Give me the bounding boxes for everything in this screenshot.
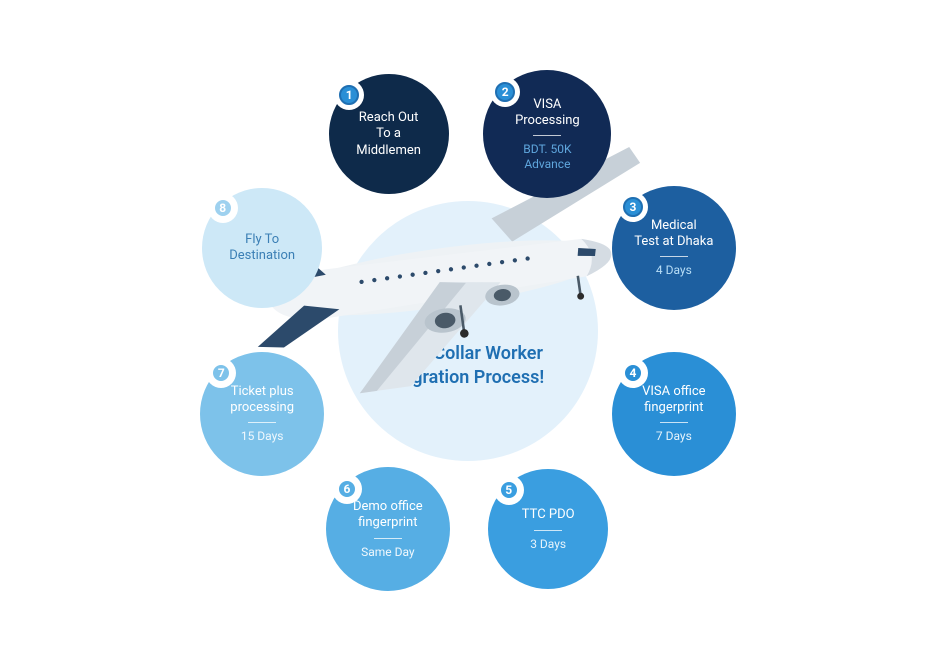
step-6-badge-number: 6 — [337, 479, 357, 499]
step-1-badge: 1 — [336, 82, 362, 108]
center-circle: Blue Collar Worker Migration Process! — [338, 201, 598, 461]
step-3-divider — [660, 256, 688, 257]
step-8-badge: 8 — [210, 195, 236, 221]
step-7-badge-number: 7 — [211, 363, 231, 383]
step-6-divider — [374, 538, 402, 539]
step-4-label: VISA officefingerprint — [642, 384, 705, 417]
step-4: VISA officefingerprint 7 Days 4 — [612, 352, 736, 476]
step-7-label: Ticket plusprocessing — [230, 384, 294, 417]
step-1: Reach OutTo aMiddlemen 1 — [329, 74, 449, 194]
step-5-divider — [534, 530, 562, 531]
step-4-divider — [660, 422, 688, 423]
step-1-label: Reach OutTo aMiddlemen — [356, 110, 421, 159]
step-8-badge-number: 8 — [213, 198, 233, 218]
step-2-sub: BDT. 50KAdvance — [523, 142, 571, 172]
step-7: Ticket plusprocessing 15 Days 7 — [200, 352, 324, 476]
step-7-sub: 15 Days — [241, 429, 284, 444]
step-7-divider — [248, 422, 276, 423]
step-3-badge-number: 3 — [623, 197, 643, 217]
step-2-badge-number: 2 — [495, 82, 515, 102]
step-3-sub: 4 Days — [656, 263, 692, 278]
step-8: Fly ToDestination 8 — [202, 188, 322, 308]
step-5: TTC PDO 3 Days 5 — [488, 469, 608, 589]
step-6-sub: Same Day — [361, 545, 415, 560]
step-2-label: VISAProcessing — [515, 97, 580, 130]
step-3-label: MedicalTest at Dhaka — [634, 218, 713, 251]
step-6-label: Demo officefingerprint — [353, 499, 423, 532]
step-3-badge: 3 — [620, 194, 646, 220]
step-5-sub: 3 Days — [530, 537, 566, 552]
step-2: VISAProcessing BDT. 50KAdvance 2 — [483, 70, 611, 198]
step-5-badge: 5 — [496, 477, 522, 503]
step-8-label: Fly ToDestination — [229, 232, 295, 265]
step-5-badge-number: 5 — [499, 480, 519, 500]
step-7-badge: 7 — [208, 360, 234, 386]
step-4-badge-number: 4 — [623, 363, 643, 383]
step-1-badge-number: 1 — [339, 85, 359, 105]
step-4-badge: 4 — [620, 360, 646, 386]
step-5-label: TTC PDO — [522, 507, 575, 523]
step-3: MedicalTest at Dhaka 4 Days 3 — [612, 186, 736, 310]
center-title: Blue Collar Worker Migration Process! — [392, 272, 544, 391]
center-title-line2: Migration Process! — [392, 367, 544, 388]
step-4-sub: 7 Days — [656, 429, 692, 444]
step-6-badge: 6 — [334, 476, 360, 502]
step-2-divider — [533, 135, 561, 136]
center-title-line1: Blue Collar Worker — [393, 343, 543, 364]
step-6: Demo officefingerprint Same Day 6 — [326, 467, 450, 591]
infographic-stage: Blue Collar Worker Migration Process! — [148, 11, 788, 651]
